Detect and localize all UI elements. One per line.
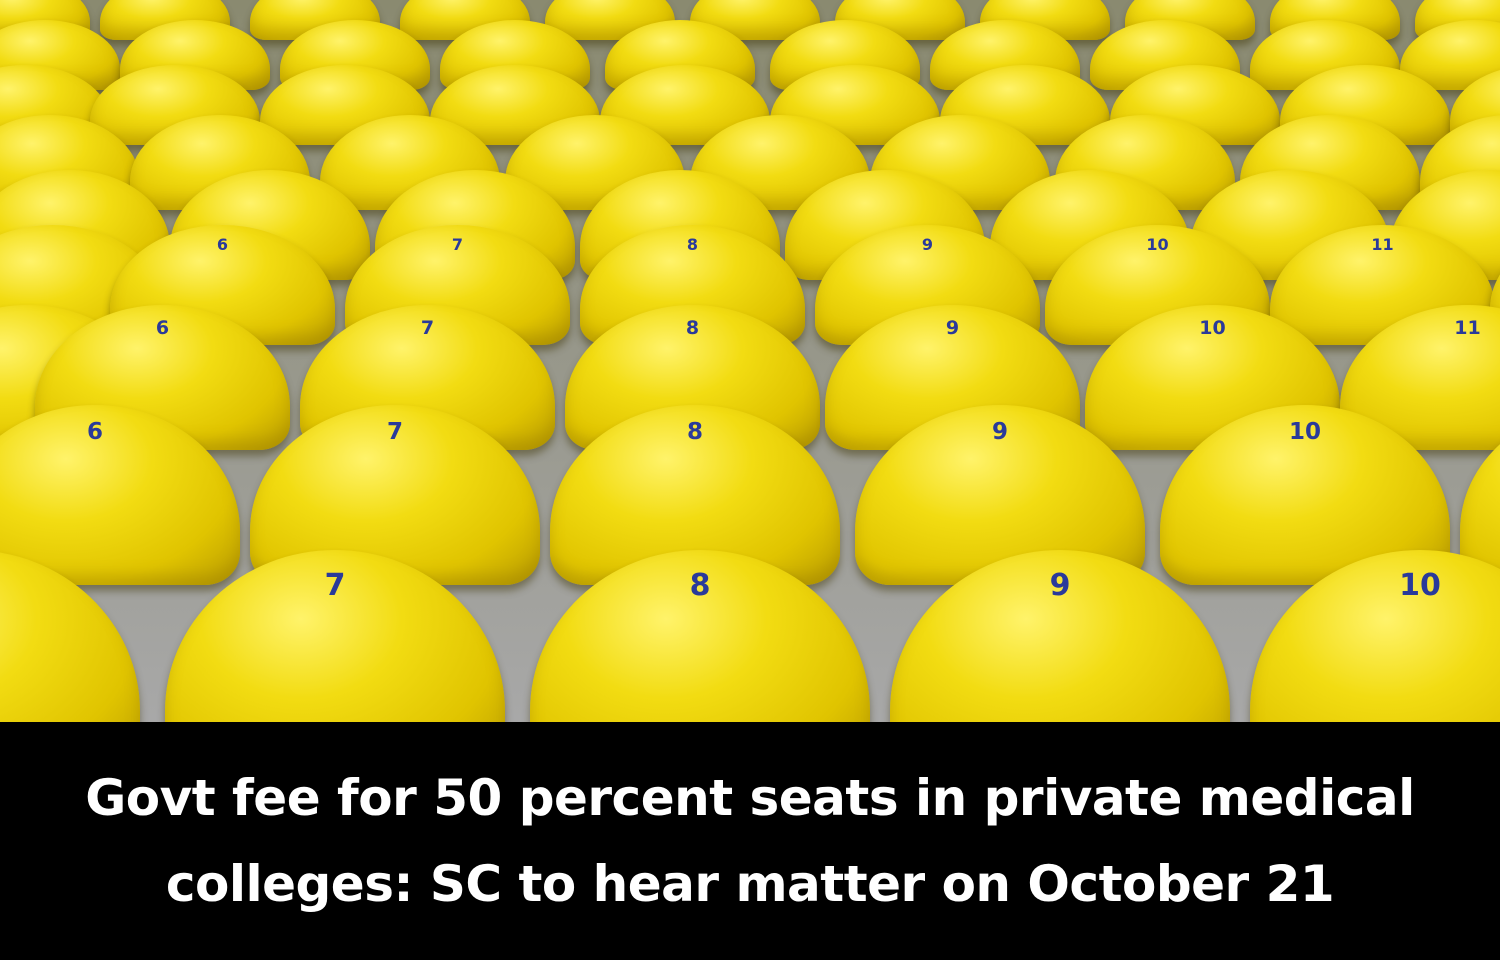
seat: 10 [1250,550,1500,722]
seat-number: 8 [689,568,711,603]
seat: 8 [530,550,870,722]
seat-number: 9 [945,317,960,339]
seat-number: 10 [1199,317,1226,339]
seat [1490,225,1500,345]
seat-number: 6 [86,419,103,445]
seat-number: 9 [921,235,934,254]
seat: 9 [890,550,1230,722]
seat-number: 10 [1399,568,1441,603]
seat-number: 8 [686,419,703,445]
seat-number: 8 [686,235,699,254]
seat-number: 9 [991,419,1008,445]
seat-number: 10 [1146,235,1169,254]
seat-number: 11 [1371,235,1394,254]
stadium-seats-photo: 6 7 8 9 10 11 6 7 8 9 10 11 6 7 8 9 10 7 8 9 10 [0,0,1500,722]
seat-number: 9 [1049,568,1071,603]
seat-number: 7 [420,317,435,339]
seat-number: 7 [324,568,346,603]
headline-line-1: Govt fee for 50 percent seats in private… [85,769,1415,827]
headline-line-2: colleges: SC to hear matter on October 2… [165,855,1335,913]
headline-caption: Govt fee for 50 percent seats in private… [0,722,1500,960]
seat-number: 6 [155,317,170,339]
seat-number: 10 [1288,419,1321,445]
seat-number: 7 [386,419,403,445]
seat-number: 7 [451,235,464,254]
seat: 7 [165,550,505,722]
seat-number: 6 [216,235,229,254]
seat-number: 11 [1454,317,1481,339]
seat: 6 [0,405,240,585]
seat-number: 8 [685,317,700,339]
